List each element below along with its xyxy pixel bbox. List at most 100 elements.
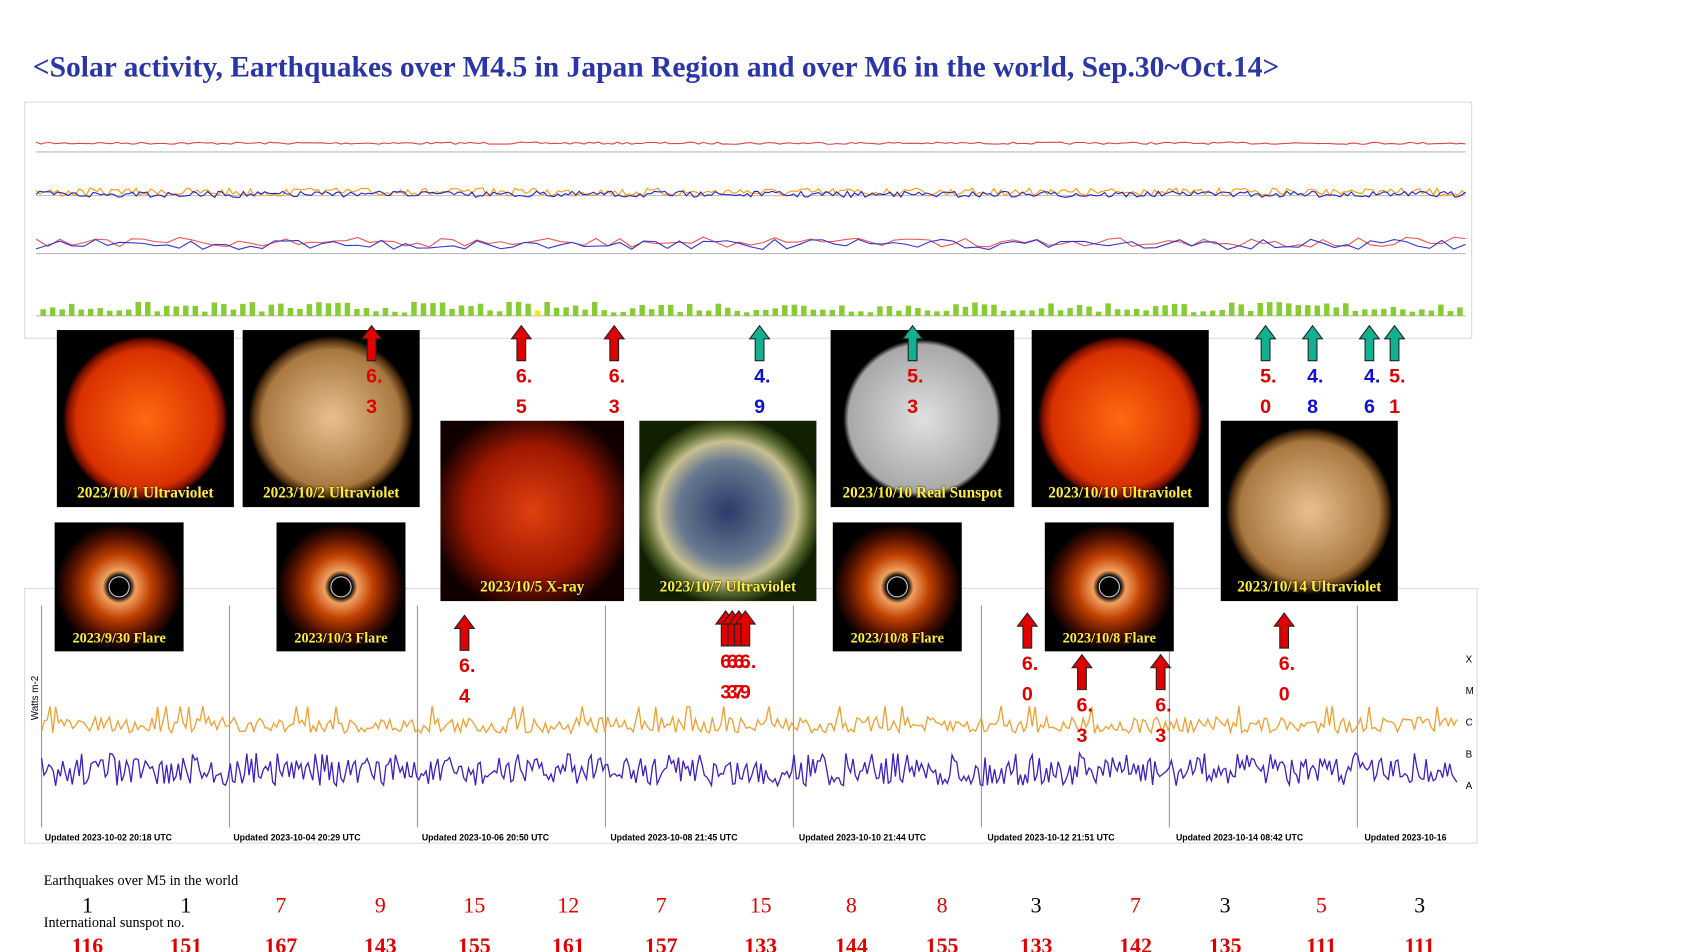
kp-bar bbox=[943, 310, 950, 316]
kp-bar bbox=[725, 307, 731, 316]
kp-bar bbox=[896, 310, 902, 316]
kp-bar bbox=[1428, 310, 1435, 316]
kp-bar bbox=[335, 302, 341, 316]
kp-bar bbox=[1095, 311, 1102, 316]
kp-bar bbox=[202, 311, 208, 316]
kp-bar bbox=[259, 311, 265, 316]
kp-bar bbox=[458, 305, 465, 316]
arrow-shape bbox=[1149, 653, 1172, 691]
arrow bbox=[1149, 653, 1172, 691]
arrow-shape bbox=[748, 324, 771, 362]
magnitude-label: 6.3 bbox=[1076, 693, 1093, 747]
kp-bar bbox=[1010, 310, 1016, 316]
kp-bar bbox=[1419, 309, 1425, 316]
sunspot-number: 157 bbox=[644, 934, 678, 952]
kp-bar bbox=[1409, 311, 1416, 316]
updated-label: Updated 2023-10-10 21:44 UTC bbox=[799, 832, 927, 842]
kp-bar bbox=[126, 309, 132, 316]
kp-bar bbox=[1219, 310, 1225, 316]
sunspot-number: 135 bbox=[1208, 934, 1242, 952]
kp-bar bbox=[620, 311, 626, 316]
kp-bar bbox=[49, 307, 56, 316]
arrow-shape bbox=[901, 324, 924, 362]
kp-bar bbox=[515, 301, 522, 316]
kp-bar bbox=[1314, 305, 1321, 316]
kp-bar bbox=[553, 307, 560, 316]
kp-bar bbox=[1048, 303, 1054, 316]
kp-bar bbox=[477, 303, 484, 316]
solar-image: 2023/10/8 Flare bbox=[832, 522, 962, 652]
image-caption: 2023/10/14 Ultraviolet bbox=[1237, 579, 1382, 596]
updated-label: Updated 2023-10-02 20:18 UTC bbox=[45, 832, 173, 842]
kp-bar bbox=[658, 304, 664, 316]
kp-bar bbox=[867, 312, 874, 316]
kp-bar bbox=[582, 309, 588, 316]
kp-bar bbox=[468, 306, 474, 316]
kp-bar bbox=[1447, 311, 1454, 316]
kp-bar bbox=[905, 305, 912, 316]
arrow-shape bbox=[1071, 653, 1093, 691]
solar-image: 2023/9/30 Flare bbox=[54, 522, 184, 652]
kp-bar bbox=[1105, 303, 1111, 316]
image-caption: 2023/10/10 Real Sunspot bbox=[842, 485, 1003, 502]
arrow-shape bbox=[603, 324, 626, 362]
kp-bar bbox=[858, 311, 864, 316]
kp-bar bbox=[344, 302, 351, 316]
sunspot-number: 111 bbox=[1404, 934, 1435, 952]
kp-bar bbox=[877, 306, 883, 316]
earthquake-count: 7 bbox=[655, 893, 667, 919]
kp-bar bbox=[1352, 310, 1359, 316]
earthquake-label: Earthquakes over M5 in the world bbox=[43, 872, 239, 889]
kp-bar bbox=[249, 302, 256, 316]
updated-label: Updated 2023-10-14 08:42 UTC bbox=[1176, 832, 1304, 842]
magnitude-label: 6.5 bbox=[515, 365, 533, 418]
kp-bar bbox=[1171, 303, 1178, 316]
sunspot-number: 144 bbox=[834, 934, 868, 952]
magnitude-label: 6.9 bbox=[739, 650, 757, 703]
kp-bar bbox=[1124, 309, 1130, 316]
kp-bar bbox=[629, 308, 636, 316]
arrow bbox=[1016, 612, 1039, 649]
earthquake-count: 8 bbox=[845, 893, 857, 919]
kp-bar bbox=[211, 302, 218, 316]
kp-bar bbox=[287, 307, 294, 316]
kp-bar bbox=[801, 305, 807, 316]
kp-bar bbox=[744, 312, 750, 316]
arrow bbox=[901, 324, 924, 362]
kp-bar bbox=[420, 303, 427, 316]
sunspot-number: 155 bbox=[457, 934, 491, 952]
kp-bar bbox=[972, 302, 978, 316]
flare-class: C bbox=[1466, 718, 1473, 729]
kp-bar bbox=[430, 303, 436, 316]
image-caption: 2023/10/3 Flare bbox=[294, 629, 388, 646]
flare-class: A bbox=[1466, 781, 1473, 792]
image-caption: 2023/10/10 Ultraviolet bbox=[1048, 485, 1193, 502]
kp-bar bbox=[116, 310, 122, 316]
magnitude-label: 4.9 bbox=[754, 365, 771, 418]
kp-bar bbox=[772, 308, 779, 316]
kp-bar bbox=[544, 302, 550, 316]
goes-panels bbox=[24, 101, 1473, 339]
kp-bar bbox=[563, 307, 569, 316]
kp-bar bbox=[1190, 312, 1197, 316]
magnetometer-a bbox=[35, 236, 1466, 248]
kp-bar bbox=[1076, 304, 1083, 316]
sunspot-label: International sunspot no. bbox=[43, 913, 185, 931]
magnitude-label: 6.3 bbox=[1155, 693, 1172, 747]
arrow-shape bbox=[734, 610, 757, 647]
kp-bar bbox=[1257, 302, 1263, 316]
kp-bar bbox=[1114, 309, 1121, 316]
kp-bar bbox=[1238, 304, 1244, 316]
image-caption: 2023/10/7 Ultraviolet bbox=[659, 579, 797, 596]
kp-bar bbox=[164, 305, 170, 316]
y-label: Watts m-2 bbox=[30, 676, 41, 720]
arrow bbox=[1301, 324, 1324, 362]
xray-short bbox=[40, 750, 1458, 788]
solar-image: 2023/10/14 Ultraviolet bbox=[1220, 420, 1398, 602]
flare-class: M bbox=[1466, 686, 1474, 697]
kp-bar bbox=[1200, 311, 1206, 316]
kp-bar bbox=[991, 304, 997, 316]
sunspot-number: 155 bbox=[925, 934, 959, 952]
sunspot-number: 133 bbox=[744, 934, 778, 952]
arrow bbox=[734, 610, 757, 647]
